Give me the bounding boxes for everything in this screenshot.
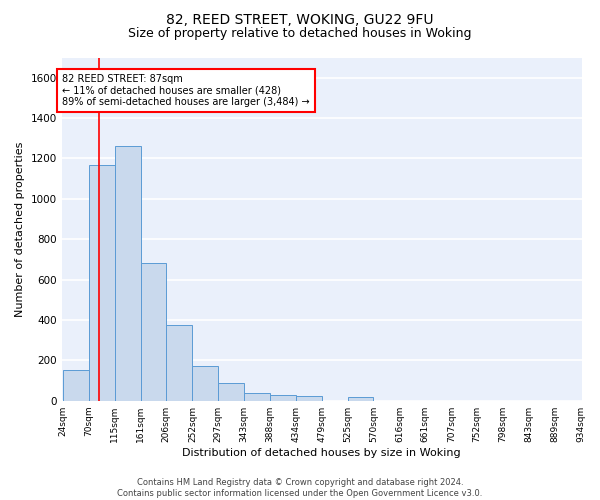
Bar — [141, 264, 166, 400]
Bar — [348, 398, 373, 400]
Bar — [218, 382, 244, 400]
Text: 82, REED STREET, WOKING, GU22 9FU: 82, REED STREET, WOKING, GU22 9FU — [166, 12, 434, 26]
Bar — [244, 393, 270, 400]
Text: 82 REED STREET: 87sqm
← 11% of detached houses are smaller (428)
89% of semi-det: 82 REED STREET: 87sqm ← 11% of detached … — [62, 74, 310, 107]
Y-axis label: Number of detached properties: Number of detached properties — [15, 142, 25, 317]
Bar — [115, 146, 141, 400]
Text: Contains HM Land Registry data © Crown copyright and database right 2024.
Contai: Contains HM Land Registry data © Crown c… — [118, 478, 482, 498]
Bar — [166, 325, 193, 400]
Bar — [193, 366, 218, 400]
Bar — [270, 395, 296, 400]
Bar — [89, 164, 115, 400]
Bar — [296, 396, 322, 400]
Bar — [63, 370, 89, 400]
Text: Size of property relative to detached houses in Woking: Size of property relative to detached ho… — [128, 28, 472, 40]
X-axis label: Distribution of detached houses by size in Woking: Distribution of detached houses by size … — [182, 448, 461, 458]
